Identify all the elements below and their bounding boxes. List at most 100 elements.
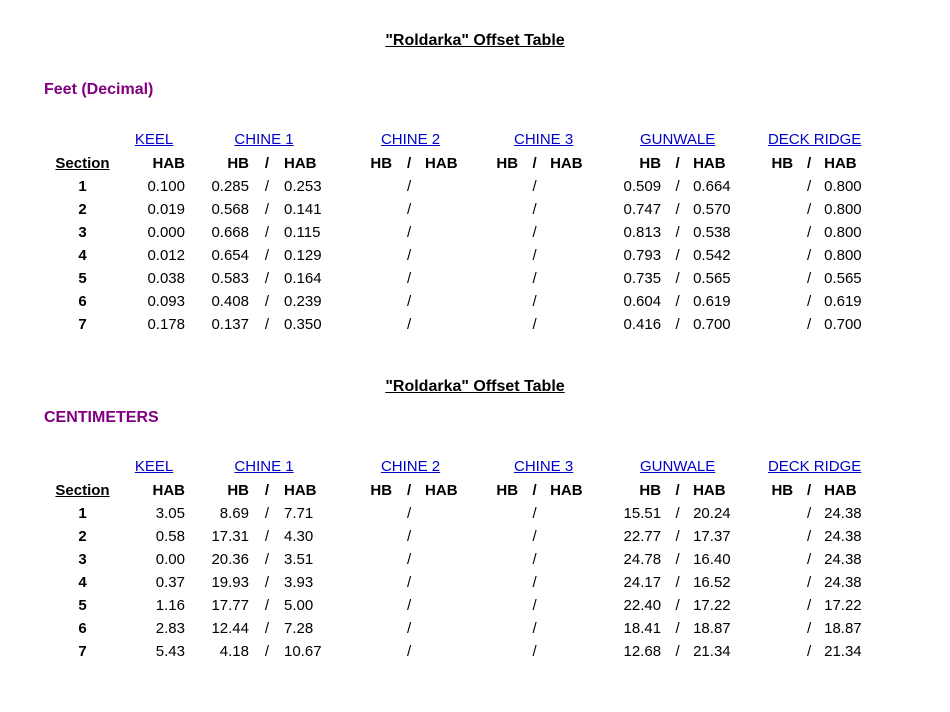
table-row: 1 0.100 0.285 / 0.253 / / 0.509 / 0.664 / 0.800 xyxy=(45,175,880,198)
chine3-hab-cell xyxy=(548,198,606,221)
chine2-hab-header: HAB xyxy=(425,154,458,172)
deckridge-hab-cell: 21.34 xyxy=(824,643,862,660)
chine1-hab-cell: 5.00 xyxy=(284,597,314,614)
chine1-hab-cell: 7.28 xyxy=(284,620,314,637)
chine3-link[interactable]: CHINE 3 xyxy=(513,457,574,475)
chine3-hab-cell xyxy=(548,502,606,525)
chine3-hb-cell xyxy=(481,267,521,290)
slash-cell: / xyxy=(532,620,537,637)
group-header-row: KEEL CHINE 1 CHINE 2 CHINE 3 GUNWALE DEC… xyxy=(45,127,880,151)
slash-cell: / xyxy=(675,643,680,660)
gunwale-hb-cell: 0.793 xyxy=(623,247,662,264)
chine2-hb-cell xyxy=(340,594,395,617)
gunwale-hb-header: HB xyxy=(639,481,662,499)
chine3-hb-cell xyxy=(481,502,521,525)
chine2-link[interactable]: CHINE 2 xyxy=(380,457,441,475)
slash-cell: / xyxy=(675,224,680,241)
slash-cell: / xyxy=(532,316,537,333)
table-row: 2 0.019 0.568 / 0.141 / / 0.747 / 0.570 / 0.800 xyxy=(45,198,880,221)
chine1-link[interactable]: CHINE 1 xyxy=(234,457,294,475)
deckridge-hb-cell xyxy=(749,313,796,336)
slash-cell: / xyxy=(406,620,412,637)
chine2-hb-cell xyxy=(340,502,395,525)
slash-cell: / xyxy=(406,247,412,264)
section-header: Section xyxy=(55,154,110,172)
slash-cell: / xyxy=(406,224,412,241)
slash-cell: / xyxy=(406,643,412,660)
gunwale-hab-cell: 21.34 xyxy=(693,643,731,660)
section-cell: 4 xyxy=(78,574,87,591)
keel-link[interactable]: KEEL xyxy=(134,130,174,148)
gunwale-hab-cell: 17.37 xyxy=(693,528,731,545)
chine3-link[interactable]: CHINE 3 xyxy=(513,130,574,148)
chine2-hab-cell xyxy=(423,221,481,244)
slash-header: / xyxy=(264,481,270,499)
gunwale-hab-cell: 0.542 xyxy=(693,247,731,264)
slash-cell: / xyxy=(675,316,680,333)
slash-cell: / xyxy=(807,597,812,614)
section-cell: 1 xyxy=(78,178,87,195)
deckridge-hb-cell xyxy=(749,617,796,640)
gunwale-hb-cell: 0.813 xyxy=(623,224,662,241)
slash-header: / xyxy=(807,481,812,499)
group-header-gunwale: GUNWALE xyxy=(606,454,749,478)
chine3-hab-cell xyxy=(548,244,606,267)
slash-cell: / xyxy=(532,247,537,264)
slash-cell: / xyxy=(406,551,412,568)
chine2-hab-header: HAB xyxy=(425,481,458,499)
chine1-hab-header: HAB xyxy=(284,481,317,499)
gunwale-link[interactable]: GUNWALE xyxy=(639,130,716,148)
deckridge-hab-cell: 0.700 xyxy=(824,316,862,333)
deckridge-hab-cell: 18.87 xyxy=(824,620,862,637)
chine1-hb-cell: 0.137 xyxy=(211,316,249,333)
gunwale-link[interactable]: GUNWALE xyxy=(639,457,716,475)
chine2-hab-cell xyxy=(423,640,481,663)
chine1-hab-cell: 4.30 xyxy=(284,528,314,545)
table-row: 5 0.038 0.583 / 0.164 / / 0.735 / 0.565 / 0.565 xyxy=(45,267,880,290)
keel-hab-cell: 1.16 xyxy=(155,597,185,614)
group-header-keel: KEEL xyxy=(120,127,188,151)
gunwale-hab-cell: 16.40 xyxy=(693,551,731,568)
group-header-chine3: CHINE 3 xyxy=(481,127,606,151)
slash-cell: / xyxy=(675,270,680,287)
group-header-spacer xyxy=(45,454,120,478)
slash-header: / xyxy=(406,481,412,499)
deckridge-link[interactable]: DECK RIDGE xyxy=(767,457,862,475)
chine1-link[interactable]: CHINE 1 xyxy=(234,130,294,148)
deckridge-hb-header: HB xyxy=(771,154,794,172)
table-row: 6 0.093 0.408 / 0.239 / / 0.604 / 0.619 / 0.619 xyxy=(45,290,880,313)
deckridge-hab-cell: 0.800 xyxy=(824,224,862,241)
chine1-hab-cell: 0.141 xyxy=(284,201,322,218)
deckridge-link[interactable]: DECK RIDGE xyxy=(767,130,862,148)
deckridge-hab-cell: 0.800 xyxy=(824,247,862,264)
slash-cell: / xyxy=(532,505,537,522)
gunwale-hb-cell: 0.735 xyxy=(623,270,662,287)
deckridge-hb-cell xyxy=(749,548,796,571)
slash-cell: / xyxy=(807,620,812,637)
chine3-hab-cell xyxy=(548,175,606,198)
chine3-hb-cell xyxy=(481,290,521,313)
chine2-link[interactable]: CHINE 2 xyxy=(380,130,441,148)
deckridge-hb-cell xyxy=(749,175,796,198)
table-row: 2 0.58 17.31 / 4.30 / / 22.77 / 17.37 / 24.38 xyxy=(45,525,880,548)
chine2-hab-cell xyxy=(423,571,481,594)
slash-cell: / xyxy=(675,620,680,637)
chine1-hb-cell: 0.668 xyxy=(211,224,249,241)
chine1-hb-cell: 0.583 xyxy=(211,270,249,287)
section-cell: 3 xyxy=(78,551,87,568)
chine2-hab-cell xyxy=(423,198,481,221)
chine3-hab-cell xyxy=(548,525,606,548)
gunwale-hab-header: HAB xyxy=(693,154,726,172)
gunwale-hb-cell: 0.747 xyxy=(623,201,662,218)
slash-header: / xyxy=(675,154,680,172)
keel-link[interactable]: KEEL xyxy=(134,457,174,475)
slash-cell: / xyxy=(264,316,270,333)
chine2-hb-cell xyxy=(340,244,395,267)
slash-cell: / xyxy=(807,528,812,545)
slash-cell: / xyxy=(532,528,537,545)
slash-header: / xyxy=(675,481,680,499)
page-title-2: "Roldarka" Offset Table xyxy=(0,377,950,397)
gunwale-hb-cell: 22.40 xyxy=(623,597,662,614)
gunwale-hb-cell: 24.17 xyxy=(623,574,662,591)
slash-cell: / xyxy=(532,224,537,241)
